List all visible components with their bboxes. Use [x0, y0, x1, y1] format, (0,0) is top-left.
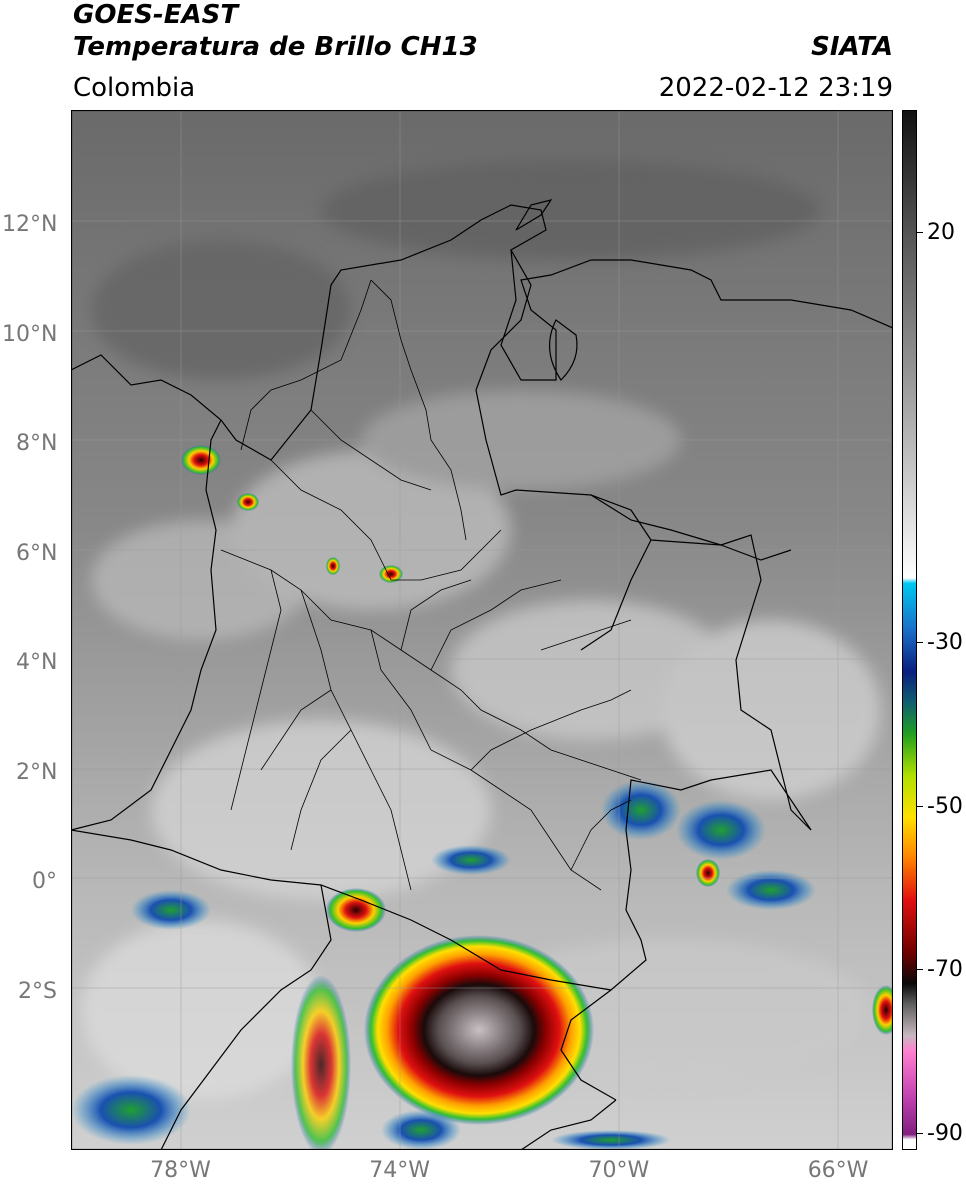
borders: [71, 199, 893, 1150]
y-tick-label: 2°S: [18, 978, 57, 1004]
convective-cells: [71, 445, 893, 1150]
map-canvas: [71, 110, 893, 1150]
venezuela-east: [580, 494, 792, 651]
colorbar-tick: [917, 969, 923, 971]
colombia-venezuela-border: [475, 249, 812, 831]
colombia-brazil-border: [560, 769, 812, 1101]
x-tick-label: 70°W: [588, 1158, 650, 1183]
lago-maracaibo: [548, 319, 578, 381]
colorbar-tick: [917, 641, 923, 643]
colorbar-tick-label: -90: [927, 1121, 963, 1147]
peru-brazil-border: [520, 1099, 617, 1150]
colombia-peru-border: [71, 829, 612, 991]
y-tick-label: 0°: [32, 869, 57, 895]
colorbar-tick: [917, 1133, 923, 1135]
colorbar: [902, 110, 917, 1150]
ecuador-peru-border: [160, 884, 332, 1150]
y-tick-label: 8°N: [16, 431, 58, 457]
coastline-pacific: [71, 419, 222, 831]
colorbar-tick-label: -70: [927, 957, 963, 983]
colorbar-tick: [917, 805, 923, 807]
peninsula-guajira: [515, 199, 553, 231]
source-label: SIATA: [811, 32, 893, 62]
x-tick-label: 78°W: [150, 1158, 211, 1183]
colorbar-tick-label: -30: [927, 629, 963, 655]
colorbar-tick-label: 20: [927, 220, 955, 246]
coastline-caribbean: [71, 204, 893, 461]
colorbar-tick-label: -50: [927, 793, 963, 819]
product-title: Temperatura de Brillo CH13: [73, 32, 478, 62]
internal-departments: [220, 279, 642, 891]
y-tick-label: 4°N: [16, 650, 58, 676]
satellite-map: [71, 110, 893, 1150]
grid-lines: [71, 110, 893, 1150]
colorbar-gradient: [902, 110, 917, 1150]
y-tick-label: 10°N: [2, 321, 58, 347]
datetime-label: 2022-02-12 23:19: [658, 73, 893, 103]
main-storm: [364, 935, 594, 1125]
y-tick-label: 2°N: [16, 759, 58, 785]
map-frame: [71, 110, 893, 1150]
x-tick-label: 74°W: [369, 1158, 431, 1183]
colorbar-tick: [917, 232, 923, 234]
x-tick-label: 66°W: [807, 1158, 869, 1183]
y-tick-label: 6°N: [16, 540, 58, 566]
region-label: Colombia: [73, 73, 196, 103]
satellite-title: GOES-EAST: [73, 0, 239, 30]
y-tick-label: 12°N: [2, 212, 58, 238]
